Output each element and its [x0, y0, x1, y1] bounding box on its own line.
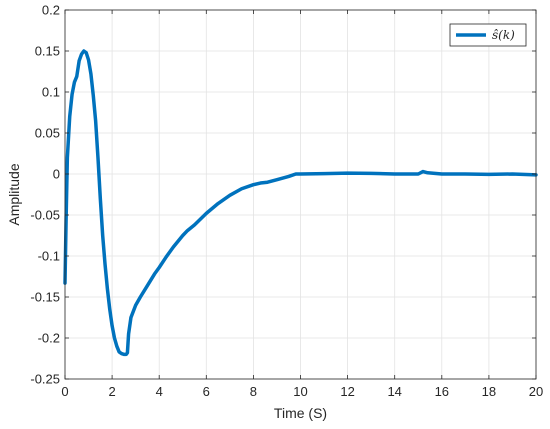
legend-box — [449, 23, 527, 47]
y-tick-label: 0.2 — [42, 3, 60, 18]
series-layer — [63, 49, 538, 357]
y-tick-label: -0.25 — [30, 372, 60, 387]
x-tick-label: 12 — [340, 384, 354, 399]
x-tick-label: 18 — [482, 384, 496, 399]
legend: ŝ(k) — [449, 23, 527, 47]
x-tick-label: 6 — [203, 384, 210, 399]
x-tick-label: 4 — [156, 384, 163, 399]
x-axis-label: Time (S) — [274, 405, 327, 421]
y-tick-label: 0.15 — [35, 44, 60, 59]
x-tick-label: 0 — [61, 384, 68, 399]
x-tick-label: 16 — [435, 384, 449, 399]
y-tick-label: -0.1 — [38, 249, 60, 264]
y-tick-label: 0 — [53, 167, 60, 182]
y-tick-label: -0.2 — [38, 331, 60, 346]
ticks — [64, 9, 537, 380]
y-axis-label: Amplitude — [6, 163, 22, 225]
x-tick-label: 14 — [387, 384, 401, 399]
x-tick-label: 10 — [293, 384, 307, 399]
y-tick-label: 0.05 — [35, 126, 60, 141]
y-tick-label: -0.05 — [30, 208, 60, 223]
y-tick-label: 0.1 — [42, 85, 60, 100]
tick-labels: 0 2 4 6 8 10 12 14 16 18 20 -0.25 -0.2 -0.15 -0.1 -0.05… — [30, 3, 543, 400]
y-tick-label: -0.15 — [30, 290, 60, 305]
x-tick-label: 8 — [250, 384, 257, 399]
x-tick-label: 20 — [529, 384, 543, 399]
series-line — [63, 49, 538, 357]
legend-entry-label: ŝ(k) — [492, 28, 515, 42]
x-tick-label: 2 — [108, 384, 115, 399]
